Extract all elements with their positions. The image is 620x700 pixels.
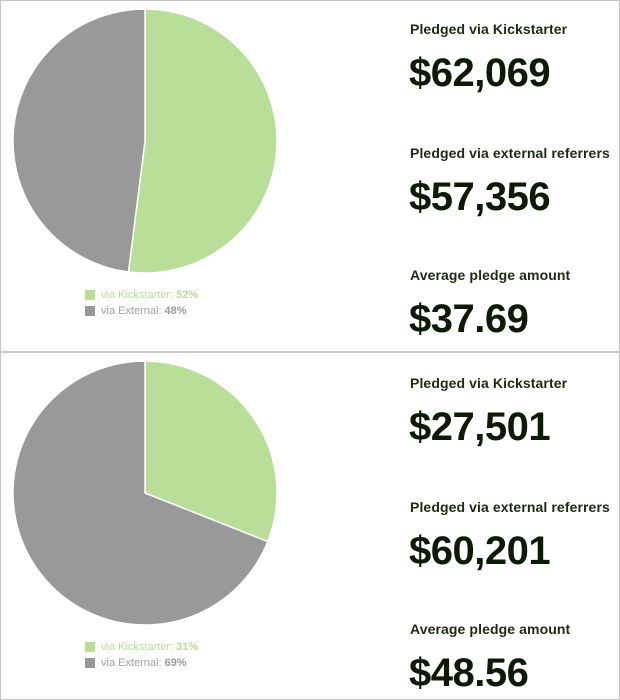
legend-label: via External: xyxy=(101,657,162,669)
legend-swatch-kickstarter xyxy=(85,290,95,300)
stat-value-external: $57,356 xyxy=(409,175,551,219)
legend-percent: 52% xyxy=(176,289,199,301)
pie-slice-kickstarter xyxy=(144,360,278,543)
pie-chart xyxy=(12,8,278,274)
legend-item-external: via External: 48% xyxy=(85,303,198,319)
stat-value-kickstarter: $62,069 xyxy=(409,51,551,95)
legend-swatch-external xyxy=(85,658,95,668)
stat-label-average: Average pledge amount xyxy=(410,267,571,283)
panel-divider xyxy=(1,351,619,353)
stat-label-external: Pledged via external referrers xyxy=(410,499,610,515)
legend-item-kickstarter: via Kickstarter: 52% xyxy=(85,287,198,303)
stat-value-kickstarter: $27,501 xyxy=(409,405,551,449)
pie-legend: via Kickstarter: 31% via External: 69% xyxy=(85,639,198,671)
pie-slice-external xyxy=(12,8,146,273)
stat-label-average: Average pledge amount xyxy=(410,621,571,637)
legend-percent: 69% xyxy=(164,657,187,669)
legend-label: via Kickstarter: xyxy=(101,641,174,653)
pie-chart xyxy=(12,360,278,626)
legend-swatch-kickstarter xyxy=(85,642,95,652)
stat-value-average: $37.69 xyxy=(409,297,529,341)
stat-label-kickstarter: Pledged via Kickstarter xyxy=(410,375,568,391)
stat-value-external: $60,201 xyxy=(409,529,551,573)
pie-slice-kickstarter xyxy=(127,8,278,274)
pie-slice-external xyxy=(12,360,269,626)
legend-label: via External: xyxy=(101,305,162,317)
legend-item-external: via External: 69% xyxy=(85,655,198,671)
campaign-panel-top: via Kickstarter: 52% via External: 48% P… xyxy=(1,1,619,351)
legend-percent: 31% xyxy=(176,641,199,653)
stat-value-average: $48.56 xyxy=(409,651,529,695)
stat-label-external: Pledged via external referrers xyxy=(410,145,610,161)
stat-label-kickstarter: Pledged via Kickstarter xyxy=(410,21,568,37)
legend-label: via Kickstarter: xyxy=(101,289,174,301)
campaign-panel-bottom: via Kickstarter: 31% via External: 69% P… xyxy=(1,353,619,699)
pie-legend: via Kickstarter: 52% via External: 48% xyxy=(85,287,198,319)
legend-item-kickstarter: via Kickstarter: 31% xyxy=(85,639,198,655)
legend-percent: 48% xyxy=(164,305,187,317)
legend-swatch-external xyxy=(85,306,95,316)
